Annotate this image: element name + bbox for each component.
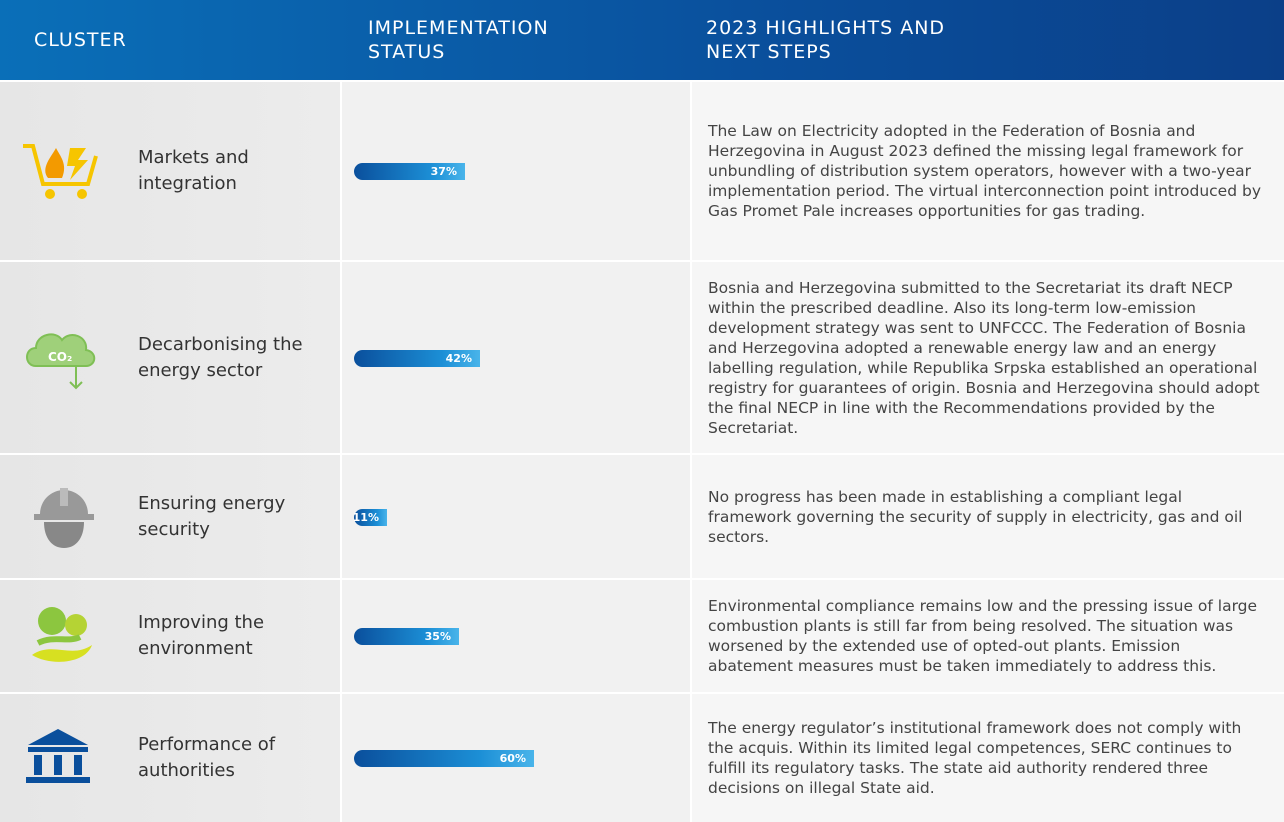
header-cluster: CLUSTER [34,29,127,51]
progress-bar: 42% [354,349,480,367]
table-row: Performance of authorities 60% The energy … [0,692,1284,822]
status-label: 60% [499,752,526,765]
icon-wrap [18,721,108,795]
icon-wrap [18,134,108,208]
table-row: CO₂ Decarbonising the energy sector 42% Bos… [0,260,1284,453]
icon-helmet [34,487,94,548]
icon-wrap [18,599,108,673]
svg-text:CO₂: CO₂ [48,350,72,364]
progress-bar: 37% [354,163,465,180]
header-status: IMPLEMENTATION STATUS [368,17,549,63]
cluster-cell: Improving the environment [0,580,340,692]
progress-bar: 60% [354,750,534,767]
cluster-name: Improving the environment [138,612,265,659]
cluster-cell: Ensuring energy security [0,455,340,578]
highlights-text: The Law on Electricity adopted in the Fe… [708,122,1261,220]
cluster-cell: Markets and integration [0,82,340,260]
table-row: Improving the environment 35% Environmenta… [0,578,1284,692]
status-label: 11% [352,510,379,524]
table-row: Markets and integration 37% The Law on Ele… [0,80,1284,260]
highlights-text: No progress has been made in establishin… [708,487,1243,546]
cluster-name: Ensuring energy security [138,492,286,540]
status-label: 35% [424,630,451,643]
header-highlights: 2023 HIGHLIGHTS AND NEXT STEPS [706,17,946,63]
status-cell: 35% [340,580,692,692]
status-label: 42% [445,351,472,365]
header: CLUSTER IMPLEMENTATION STATUS 2023 HIGHL… [0,0,1284,80]
status-cell: 11% [340,455,692,578]
status-cell: 42% [340,262,692,453]
icon-building [26,729,90,783]
cluster-cell: CO₂ Decarbonising the energy sector [0,262,340,453]
icon-co2: CO₂ [26,332,96,389]
status-cell: 37% [340,82,692,260]
highlights-cell: Bosnia and Herzegovina submitted to the … [690,262,1284,453]
highlights-cell: No progress has been made in establishin… [690,455,1284,578]
table-row: Ensuring energy security 11% No progress h… [0,453,1284,578]
highlights-text: The energy regulator’s institutional fra… [708,719,1242,797]
icon-cart [23,144,98,199]
icon-wrap: CO₂ [18,316,108,400]
cluster-name: Markets and integration [138,147,249,194]
icon-trees [32,607,92,662]
icon-wrap [18,480,108,554]
progress-bar: 35% [354,628,459,645]
status-label: 37% [430,165,457,178]
cluster-name: Decarbonising the energy sector [138,333,303,381]
progress-bar: 11% [352,508,387,526]
highlights-cell: Environmental compliance remains low and… [690,580,1284,692]
status-cell: 60% [340,694,692,822]
highlights-cell: The energy regulator’s institutional fra… [690,694,1284,822]
cluster-cell: Performance of authorities [0,694,340,822]
cluster-name: Performance of authorities [138,734,276,781]
highlights-cell: The Law on Electricity adopted in the Fe… [690,82,1284,260]
highlights-text: Bosnia and Herzegovina submitted to the … [708,278,1260,437]
highlights-text: Environmental compliance remains low and… [708,597,1258,675]
